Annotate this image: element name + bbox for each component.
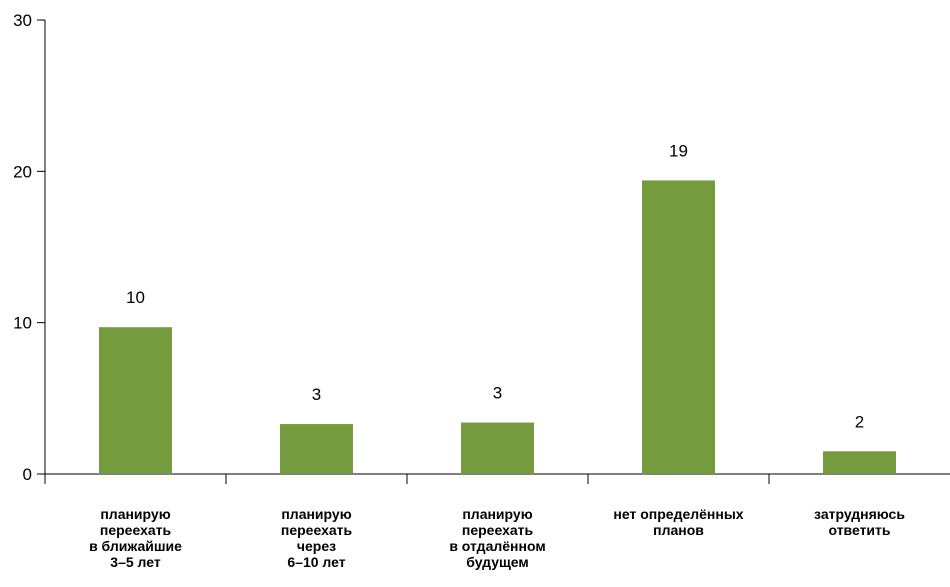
bar [280, 424, 353, 474]
x-tick-label-line: переехать [461, 522, 534, 538]
bar [461, 422, 534, 474]
bar [823, 451, 896, 474]
x-tick-label-line: планов [653, 522, 704, 538]
y-tick-label: 20 [13, 162, 32, 181]
x-tick-label-line: переехать [280, 522, 353, 538]
data-label: 2 [855, 412, 864, 431]
x-tick-label: затрудняюсь ответить [775, 506, 945, 538]
x-tick-label: планирую переехать через 6–10 лет [232, 506, 402, 570]
data-label: 19 [669, 141, 688, 160]
x-tick-label-line: 3–5 лет [110, 554, 161, 570]
bar [99, 327, 172, 474]
y-tick-label: 30 [13, 11, 32, 30]
x-tick-label-line: переехать [99, 522, 172, 538]
x-tick-label-line: 6–10 лет [287, 554, 346, 570]
x-tick-label-line: планирую [100, 506, 171, 522]
x-tick-label: планирую переехать в ближайшие 3–5 лет [51, 506, 221, 570]
data-label: 3 [312, 385, 321, 404]
axes: 0 10 20 30 [13, 11, 950, 484]
x-tick-label: планирую переехать в отдалённом будущем [413, 506, 583, 570]
x-tick-label-line: через [296, 538, 337, 554]
x-tick-label: нет определённых планов [594, 506, 764, 538]
bar [642, 180, 715, 474]
data-label: 10 [126, 288, 145, 307]
data-labels: 10 3 3 19 2 [126, 141, 864, 431]
x-tick-label-line: нет определённых [613, 506, 744, 522]
bars [99, 180, 896, 474]
y-tick-label: 10 [13, 314, 32, 333]
x-tick-label-line: затрудняюсь [814, 506, 905, 522]
x-tick-label-line: в отдалённом [449, 538, 546, 554]
x-tick-label-line: планирую [281, 506, 352, 522]
x-tick-label-line: в ближайшие [89, 538, 182, 554]
x-tick-label-line: планирую [462, 506, 533, 522]
data-label: 3 [493, 384, 502, 403]
x-tick-label-line: ответить [828, 522, 891, 538]
x-tick-label-line: будущем [466, 554, 529, 570]
y-tick-label: 0 [23, 465, 32, 484]
